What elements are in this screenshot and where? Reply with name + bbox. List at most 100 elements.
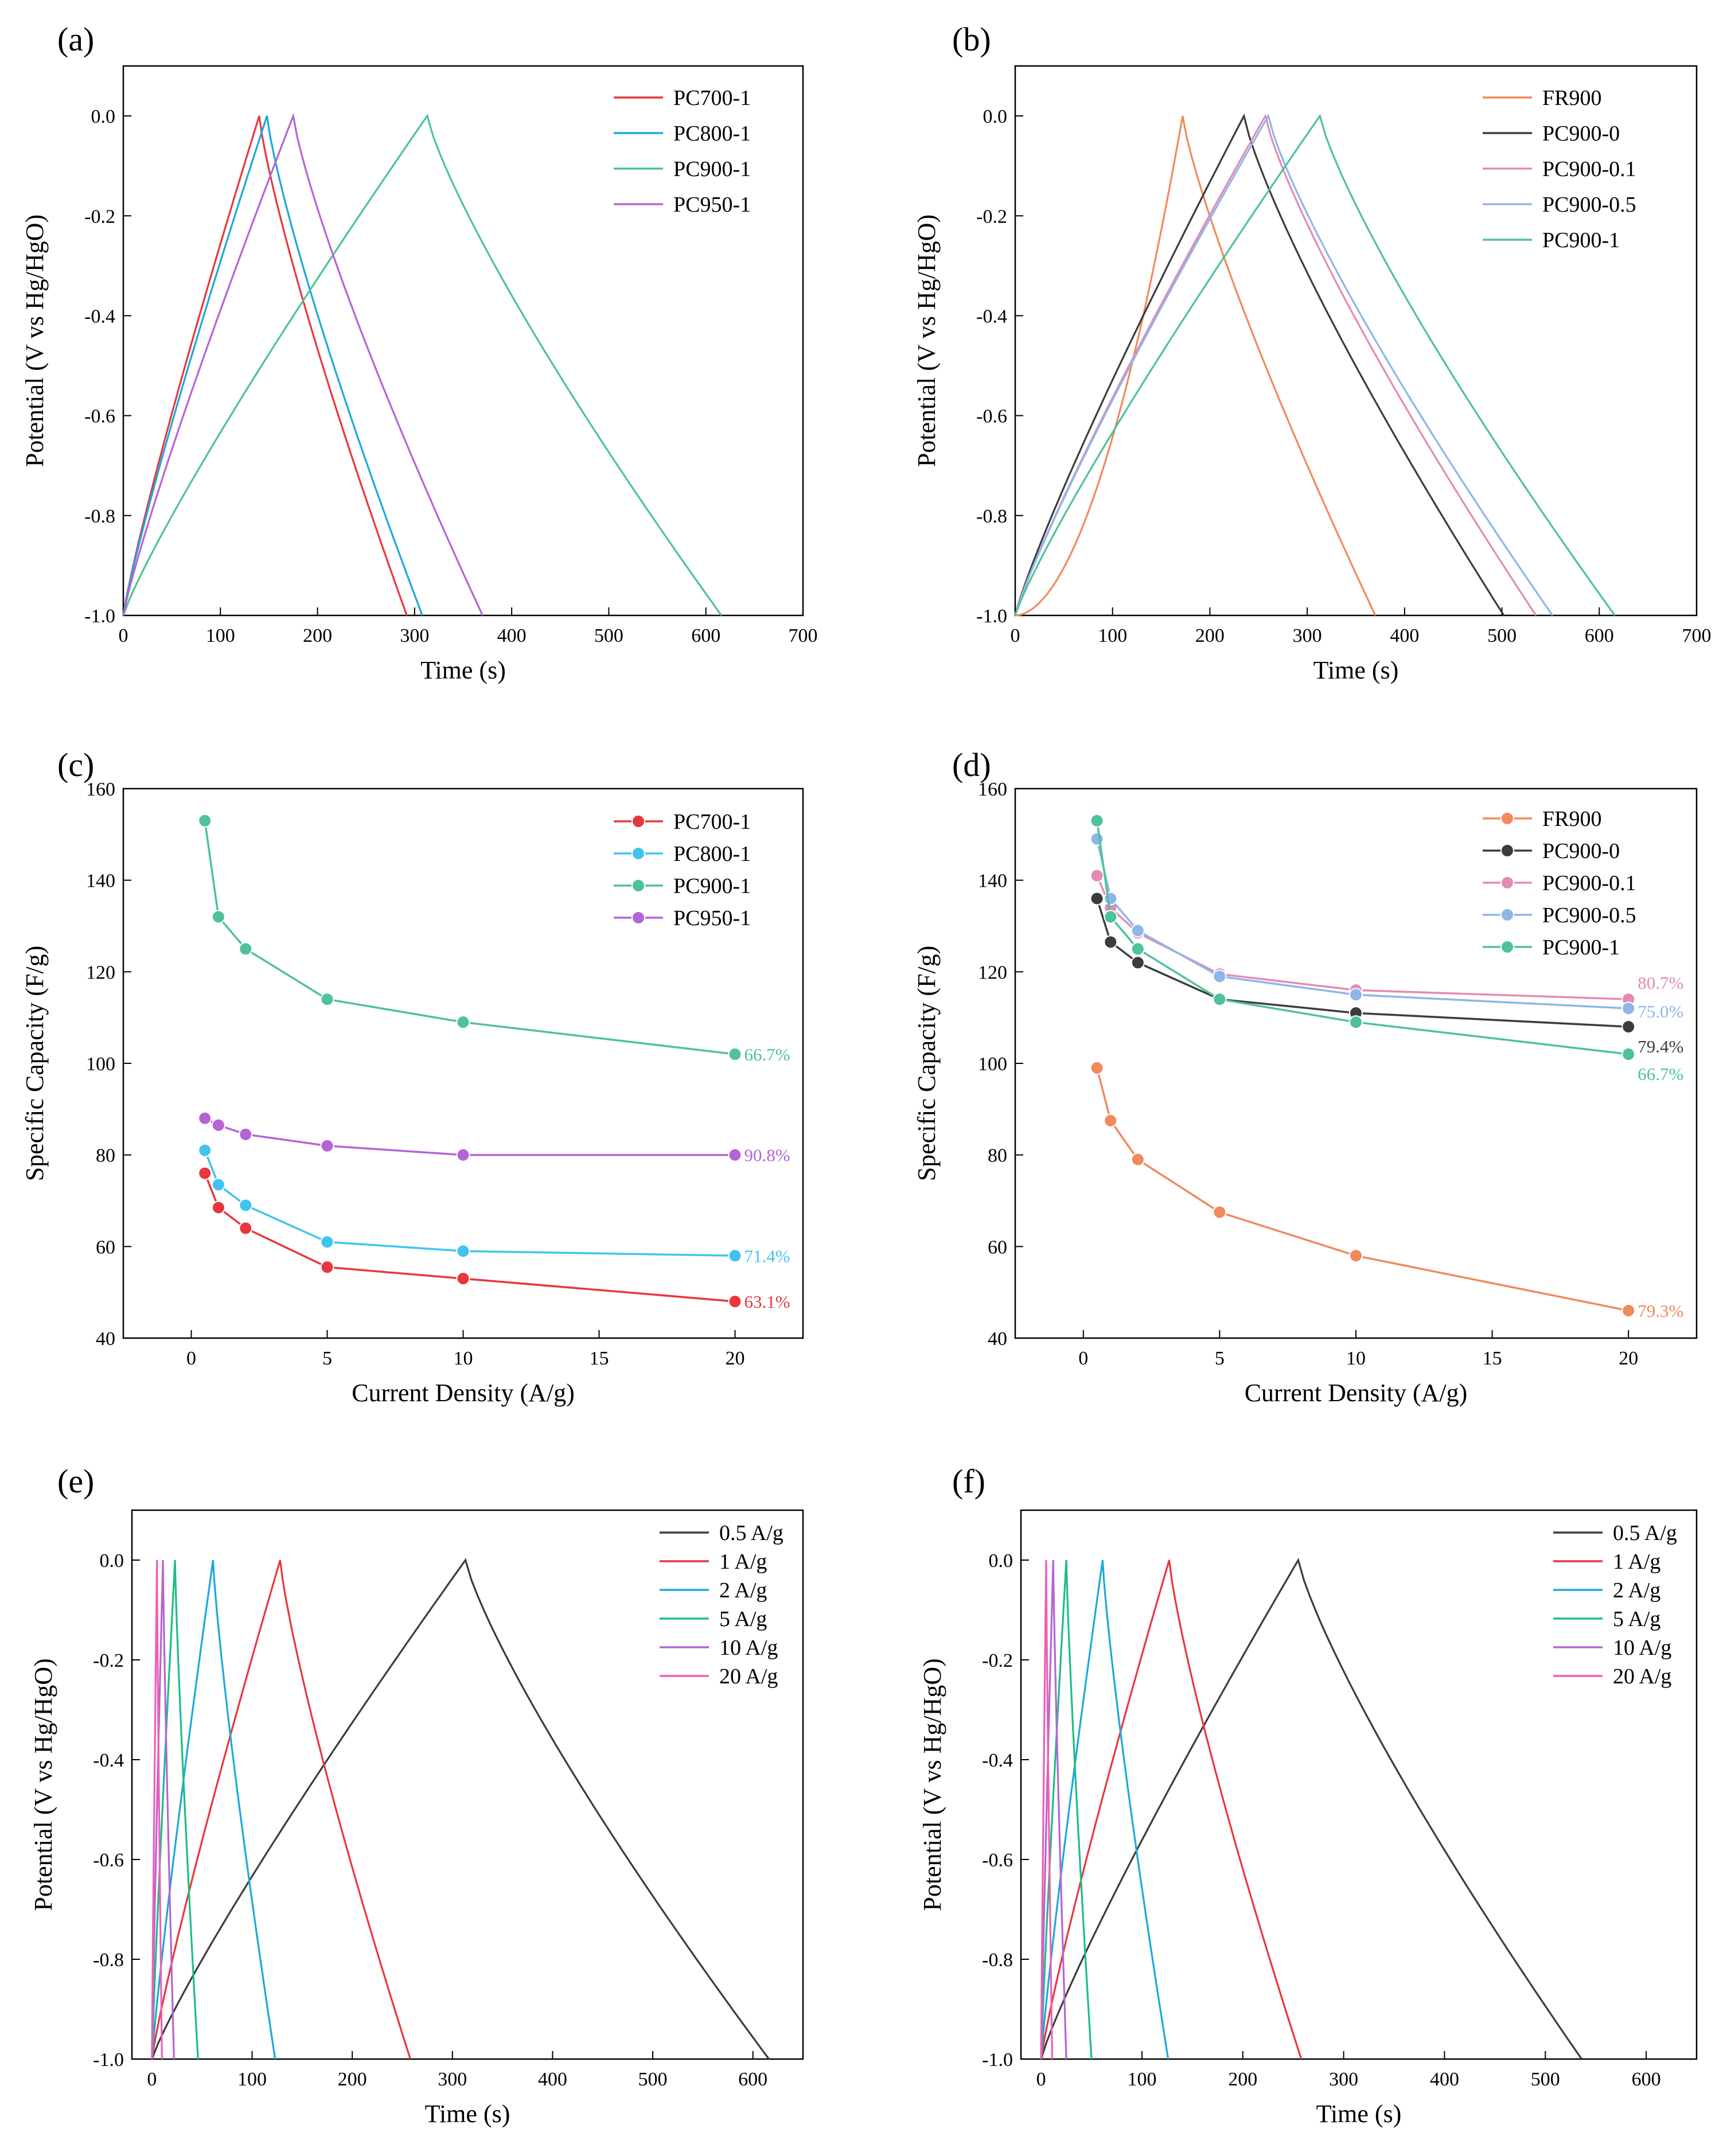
chart-panel-e: (e) 0 100 200 300 400 500 600 -1.0 -0.8 -0.6 -0.4 -0… [29,1463,804,2128]
legend-label: PC900-0 [1542,839,1620,863]
series-line-PC900-1 [1096,820,1629,1055]
legend-label: PC900-0.5 [1542,193,1636,217]
panel-label: (c) [57,746,94,783]
legend-label: 20 A/g [1613,1664,1671,1689]
x-tick-label: 600 [1585,625,1614,646]
series-line-2 A/g [151,1560,276,2060]
retention-label-PC900-1: 66.7% [744,1044,790,1065]
data-point-PC800-1 [239,1198,253,1212]
y-tick-label: -0.6 [84,406,115,427]
y-tick-label: 140 [86,871,115,892]
y-axis-title: Potential (V vs Hg/HgO) [29,1658,57,1911]
y-tick-label: 100 [86,1054,115,1075]
legend-label: PC900-0 [1542,122,1620,146]
data-point-PC900-1 [211,910,225,924]
legend-marker [1500,812,1514,825]
y-tick-label: 160 [978,779,1007,800]
series-line-PC950-1 [204,1117,735,1156]
series-line-20 A/g [151,1560,163,2060]
data-point-PC900-0 [1090,891,1104,906]
data-point-PC900-1 [1090,813,1104,828]
y-tick-label: 100 [978,1054,1007,1075]
retention-label-PC700-1: 63.1% [744,1292,790,1312]
y-tick-label: -1.0 [982,2049,1013,2071]
series-line-PC700-1 [204,1172,735,1303]
x-axis-title: Time (s) [420,656,506,684]
legend-label: 0.5 A/g [1613,1521,1677,1545]
x-tick-label: 100 [1127,2069,1156,2090]
x-tick-label: 20 [726,1348,745,1369]
series-line-2 A/g [1040,1560,1169,2060]
data-point-FR900 [1213,1205,1227,1219]
y-tick-label: -0.4 [84,306,115,327]
legend-label: PC900-0.5 [1542,903,1636,927]
x-tick-label: 700 [1682,625,1712,646]
data-point-PC900-0.1 [1090,868,1104,883]
y-tick-label: 0.0 [100,1550,124,1572]
y-tick-label: -0.2 [84,206,115,227]
data-point-PC900-1 [728,1047,742,1062]
plot-frame [122,65,804,617]
x-axis-title: Time (s) [1316,2100,1402,2128]
series-line-PC900-0 [1096,898,1629,1028]
series-line-20 A/g [1040,1560,1054,2060]
legend-label: PC700-1 [673,86,751,110]
data-point-PC900-0.5 [1213,969,1227,984]
legend-label: 5 A/g [1613,1607,1660,1631]
retention-label-PC900-1: 66.7% [1638,1064,1683,1084]
series-line-PC900-1 [1014,114,1616,616]
legend-label: 10 A/g [719,1636,778,1660]
data-point-FR900 [1104,1113,1118,1128]
x-tick-label: 15 [590,1348,609,1369]
data-point-PC900-1 [1621,1047,1636,1062]
data-point-PC900-0.5 [1104,891,1118,906]
plot-frame [1020,1509,1698,2060]
x-axis-title: Current Density (A/g) [352,1379,575,1407]
x-tick-label: 300 [1293,625,1322,646]
legend-label: PC900-0.1 [1542,157,1636,181]
chart-panel-f: (f) 0 100 200 300 400 500 600 -1.0 -0.8 -0.6 -0.4 -0… [918,1463,1698,2128]
x-tick-label: 300 [400,625,429,646]
data-point-PC950-1 [728,1148,742,1162]
series-line-0.5 A/g [1040,1557,1582,2060]
y-tick-label: -0.2 [982,1650,1013,1671]
x-tick-label: 100 [237,2069,267,2090]
legend-marker [631,814,645,828]
retention-label-PC800-1: 71.4% [744,1246,790,1266]
y-axis-title: Potential (V vs Hg/HgO) [918,1658,946,1911]
series-line-PC900-0.5 [1096,839,1629,1009]
retention-label-PC900-0.1: 80.7% [1638,973,1683,993]
series-line-PC950-1 [122,112,484,616]
data-point-PC900-0 [1621,1020,1636,1034]
y-tick-label: 60 [96,1237,115,1258]
series-line-PC700-1 [122,115,408,616]
y-tick-label: -0.8 [84,506,115,527]
chart-panel-c: (c) 0 5 10 15 20 40 60 80 100 120 140 160 Current Den… [21,746,804,1407]
x-tick-label: 300 [1329,2069,1358,2090]
x-tick-label: 600 [1632,2069,1661,2090]
y-tick-label: -0.8 [976,506,1007,527]
data-point-PC800-1 [198,1143,212,1157]
legend-label: 5 A/g [719,1607,767,1631]
y-tick-label: -0.8 [982,1950,1013,1971]
y-tick-label: -0.6 [982,1850,1013,1871]
y-tick-label: -0.6 [93,1850,124,1871]
retention-label-PC950-1: 90.8% [744,1145,790,1165]
data-point-PC900-1 [1213,992,1227,1007]
x-tick-label: 700 [789,625,818,646]
legend-marker [631,879,645,892]
x-axis-title: Time (s) [1313,656,1399,684]
data-point-PC900-1 [320,992,334,1007]
data-point-PC800-1 [456,1244,470,1258]
legend-label: FR900 [1542,807,1601,831]
data-point-PC800-1 [211,1178,225,1192]
legend-marker [1500,908,1514,922]
legend-marker [631,847,645,860]
x-tick-label: 0 [147,2069,157,2090]
x-tick-label: 200 [303,625,332,646]
data-point-PC700-1 [211,1200,225,1215]
y-tick-label: -0.2 [976,206,1007,227]
data-point-PC900-1 [1104,910,1118,924]
series-line-PC900-0 [1014,113,1505,616]
